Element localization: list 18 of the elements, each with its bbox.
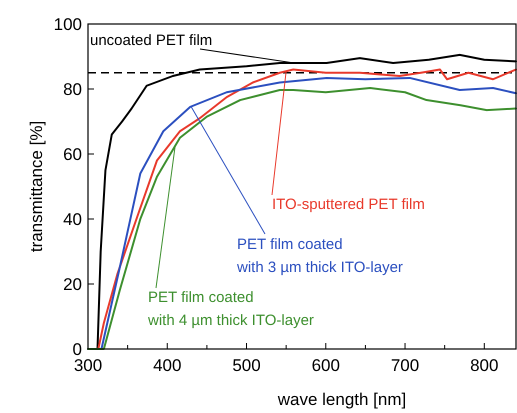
y-tick-label: 20: [63, 275, 82, 294]
y-tick-label: 80: [63, 80, 82, 99]
x-tick-label: 600: [312, 356, 340, 375]
y-tick-label: 40: [63, 210, 82, 229]
y-tick-label: 0: [72, 340, 82, 359]
text: ITO-sputtered PET film: [272, 196, 425, 213]
x-axis-title: wave length [nm]: [276, 390, 406, 409]
series-label: uncoated PET film: [90, 32, 212, 49]
y-tick-label: 100: [54, 15, 82, 34]
x-tick-label: 800: [470, 356, 498, 375]
x-tick-label: 300: [74, 356, 102, 375]
x-tick-label: 400: [153, 356, 182, 375]
x-tick-label: 500: [232, 356, 261, 375]
y-axis-title: transmittance [%]: [27, 120, 46, 252]
text: PET film coated with 3 µm thick ITO-layer: [236, 236, 403, 276]
x-tick-label: 700: [390, 356, 420, 375]
y-tick-label: 60: [63, 145, 82, 164]
series-label: PET film coated with 4 µm thick ITO-layer: [147, 289, 314, 329]
